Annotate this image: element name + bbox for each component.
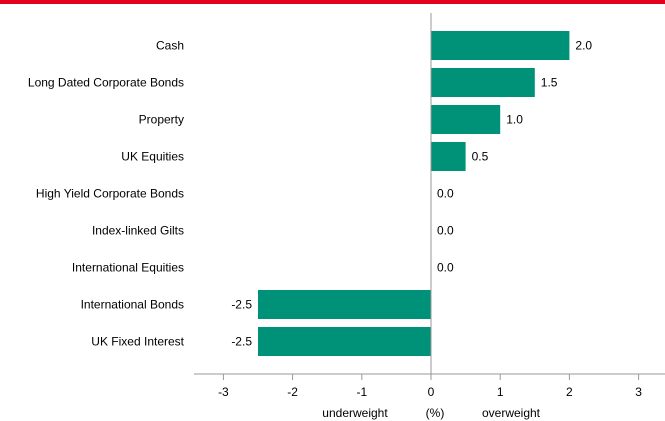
bar xyxy=(431,142,466,171)
category-label: UK Equities xyxy=(121,150,184,164)
value-label: 0.0 xyxy=(437,224,454,238)
category-label: UK Fixed Interest xyxy=(91,335,184,349)
category-label: High Yield Corporate Bonds xyxy=(36,187,184,201)
value-label: 1.5 xyxy=(541,76,558,90)
value-label: -2.5 xyxy=(231,335,252,349)
category-label: International Bonds xyxy=(81,298,184,312)
value-label: -2.5 xyxy=(231,298,252,312)
category-label: Cash xyxy=(156,39,184,53)
x-tick-label: 3 xyxy=(635,385,642,399)
category-label: International Equities xyxy=(72,261,184,275)
category-label: Index-linked Gilts xyxy=(92,224,184,238)
x-tick-label: 2 xyxy=(566,385,573,399)
value-label: 0.0 xyxy=(437,187,454,201)
bar xyxy=(431,31,570,60)
category-label: Long Dated Corporate Bonds xyxy=(28,76,184,90)
value-label: 1.0 xyxy=(506,113,523,127)
bar xyxy=(431,68,535,97)
category-label: Property xyxy=(139,113,184,127)
value-label: 2.0 xyxy=(575,39,592,53)
bar xyxy=(431,105,501,134)
bar xyxy=(258,290,431,319)
underweight-label: underweight xyxy=(322,406,388,420)
value-label: 0.5 xyxy=(472,150,489,164)
x-tick-label: 0 xyxy=(428,385,435,399)
x-tick-label: 1 xyxy=(497,385,504,399)
x-tick-label: -2 xyxy=(287,385,298,399)
overweight-label: overweight xyxy=(482,406,541,420)
top-accent-rule xyxy=(0,0,665,4)
bar xyxy=(258,327,431,356)
x-axis-unit-label: (%) xyxy=(426,406,445,420)
x-tick-label: -1 xyxy=(356,385,367,399)
value-label: 0.0 xyxy=(437,261,454,275)
x-tick-label: -3 xyxy=(218,385,229,399)
